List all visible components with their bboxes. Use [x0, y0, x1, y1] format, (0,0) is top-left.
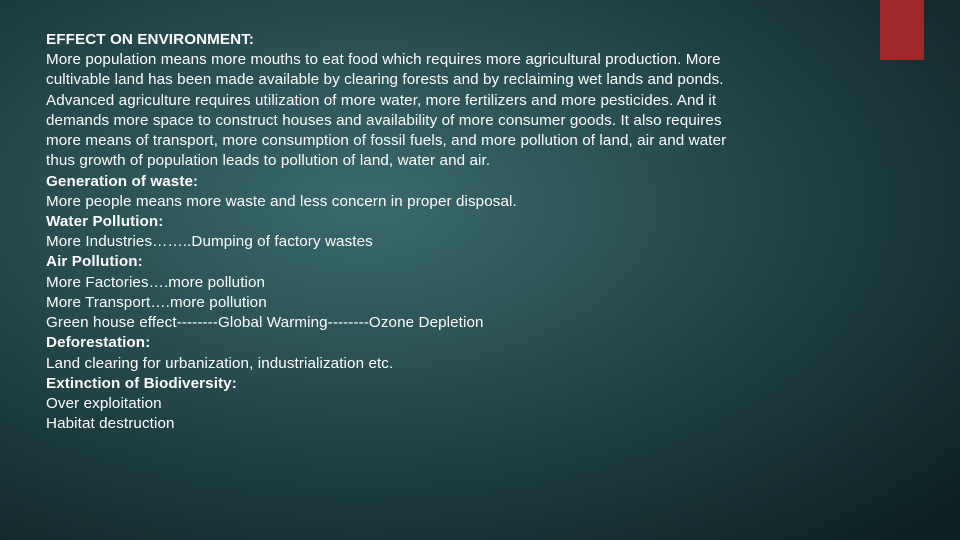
body-line: More population means more mouths to eat…: [46, 50, 914, 70]
heading-water-pollution: Water Pollution:: [46, 212, 914, 232]
body-line: Green house effect--------Global Warming…: [46, 313, 914, 333]
body-line: More people means more waste and less co…: [46, 192, 914, 212]
slide-content: EFFECT ON ENVIRONMENT: More population m…: [46, 30, 914, 434]
body-line: Advanced agriculture requires utilizatio…: [46, 91, 914, 111]
heading-extinction: Extinction of Biodiversity:: [46, 374, 914, 394]
body-line: Habitat destruction: [46, 414, 914, 434]
heading-effect: EFFECT ON ENVIRONMENT:: [46, 30, 914, 50]
heading-waste: Generation of waste:: [46, 172, 914, 192]
body-line: More Industries……..Dumping of factory wa…: [46, 232, 914, 252]
heading-deforestation: Deforestation:: [46, 333, 914, 353]
heading-air-pollution: Air Pollution:: [46, 252, 914, 272]
body-line: More Factories….more pollution: [46, 273, 914, 293]
body-line: More Transport….more pollution: [46, 293, 914, 313]
body-line: Over exploitation: [46, 394, 914, 414]
body-line: Land clearing for urbanization, industri…: [46, 354, 914, 374]
body-line: thus growth of population leads to pollu…: [46, 151, 914, 171]
body-line: demands more space to construct houses a…: [46, 111, 914, 131]
body-line: cultivable land has been made available …: [46, 70, 914, 90]
body-line: more means of transport, more consumptio…: [46, 131, 914, 151]
